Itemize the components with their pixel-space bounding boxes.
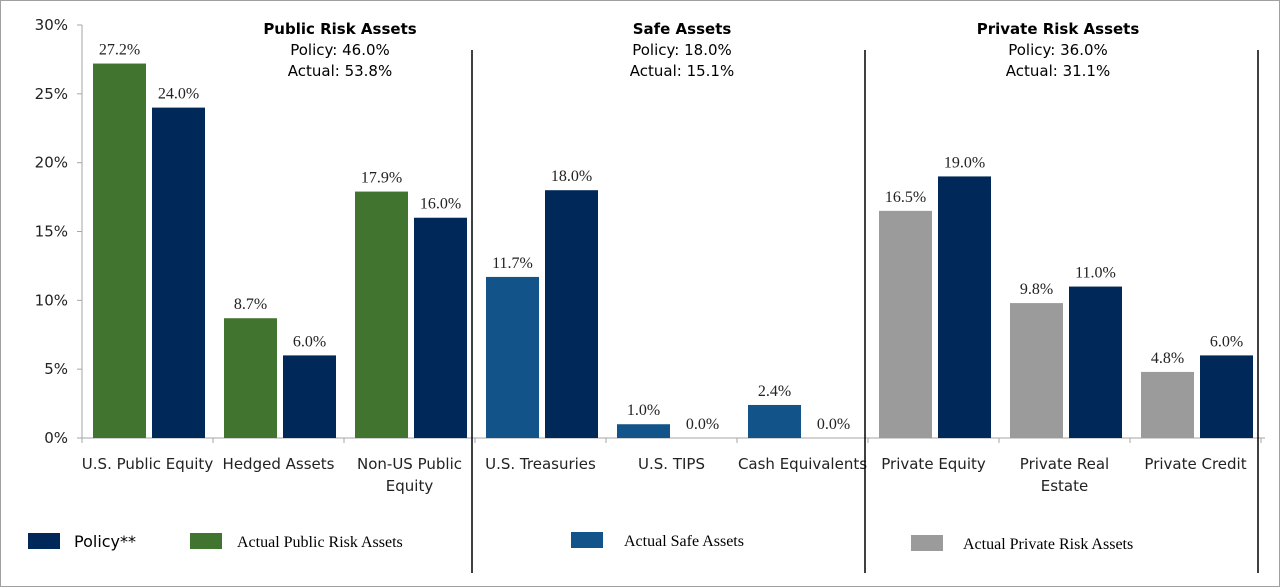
policy-data-label: 19.0%: [944, 154, 985, 171]
policy-data-label: 16.0%: [420, 196, 461, 213]
actual-data-label: 27.2%: [99, 42, 140, 59]
legend-label: Actual Public Risk Assets: [237, 534, 403, 551]
policy-data-label: 18.0%: [551, 168, 592, 185]
category-label: U.S. TIPS: [638, 455, 705, 473]
policy-bar: [1200, 355, 1253, 438]
legend-label: Actual Safe Assets: [624, 533, 744, 550]
policy-data-label: 24.0%: [158, 86, 199, 103]
group-policy-total: Policy: 46.0%: [290, 41, 390, 59]
y-tick-label: 10%: [35, 291, 68, 309]
legend-swatch: [911, 535, 943, 551]
actual-bar: [355, 191, 408, 438]
actual-bar: [1141, 371, 1194, 438]
category-label: Private Real: [1020, 455, 1109, 473]
policy-data-label: 0.0%: [817, 416, 850, 433]
category-label: Non-US Public: [357, 455, 462, 473]
legend-swatch: [190, 533, 222, 549]
actual-bar: [748, 404, 801, 438]
y-tick-label: 15%: [35, 223, 68, 241]
group-actual-total: Actual: 31.1%: [1006, 62, 1110, 80]
y-tick-label: 30%: [35, 16, 68, 34]
actual-bar: [93, 63, 146, 439]
policy-data-label: 6.0%: [293, 333, 326, 350]
legend-swatch: [28, 533, 60, 549]
group-title: Private Risk Assets: [977, 20, 1140, 38]
actual-data-label: 8.7%: [234, 296, 267, 313]
policy-bar: [414, 217, 467, 438]
policy-data-label: 6.0%: [1210, 333, 1243, 350]
policy-bar: [152, 107, 205, 438]
actual-data-label: 4.8%: [1151, 350, 1184, 367]
y-tick-label: 25%: [35, 85, 68, 103]
policy-bar: [1069, 286, 1122, 438]
group-actual-total: Actual: 15.1%: [630, 62, 734, 80]
actual-bar: [224, 318, 277, 438]
policy-bar: [283, 355, 336, 438]
group-title: Safe Assets: [633, 20, 732, 38]
actual-bar: [1010, 303, 1063, 438]
actual-bar: [617, 424, 670, 438]
group-policy-total: Policy: 18.0%: [632, 41, 732, 59]
category-label: Equity: [386, 477, 434, 495]
category-label: U.S. Treasuries: [485, 455, 596, 473]
actual-bar: [879, 210, 932, 438]
category-label: Private Credit: [1144, 455, 1246, 473]
category-label: Hedged Assets: [223, 455, 335, 473]
policy-bar: [938, 176, 991, 438]
policy-data-label: 11.0%: [1075, 265, 1116, 282]
category-label: Private Equity: [881, 455, 986, 473]
actual-data-label: 17.9%: [361, 170, 402, 187]
group-policy-total: Policy: 36.0%: [1008, 41, 1108, 59]
actual-data-label: 1.0%: [627, 402, 660, 419]
actual-data-label: 11.7%: [492, 255, 533, 272]
y-tick-label: 20%: [35, 154, 68, 172]
legend-label: Policy**: [74, 532, 136, 551]
y-tick-label: 0%: [44, 429, 68, 447]
actual-bar: [486, 276, 539, 438]
policy-data-label: 0.0%: [686, 416, 719, 433]
category-label: Estate: [1041, 477, 1088, 495]
group-actual-total: Actual: 53.8%: [288, 62, 392, 80]
actual-data-label: 16.5%: [885, 189, 926, 206]
legend-label: Actual Private Risk Assets: [963, 536, 1133, 553]
legend-swatch: [571, 532, 603, 548]
actual-data-label: 2.4%: [758, 383, 791, 400]
category-label: Cash Equivalents: [738, 455, 867, 473]
category-label: U.S. Public Equity: [82, 455, 214, 473]
group-title: Public Risk Assets: [263, 20, 416, 38]
y-tick-label: 5%: [44, 360, 68, 378]
policy-bar: [545, 190, 598, 438]
actual-data-label: 9.8%: [1020, 281, 1053, 298]
